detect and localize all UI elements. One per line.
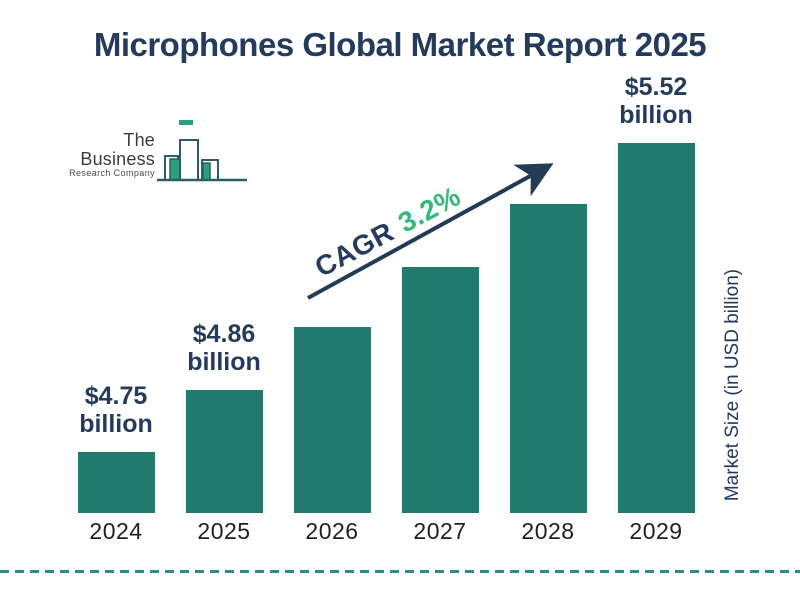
bar-2029 xyxy=(617,143,695,513)
cagr-label: CAGR xyxy=(309,215,399,283)
bar-chart-logo-icon xyxy=(157,120,247,182)
bar-2027 xyxy=(401,267,479,513)
x-tick-2026: 2026 xyxy=(305,518,359,544)
bar-2026 xyxy=(293,327,371,513)
y-axis-label: Market Size (in USD billion) xyxy=(722,268,743,502)
page-title: Microphones Global Market Report 2025 xyxy=(93,26,707,63)
company-logo-text: The Business Research Company xyxy=(55,129,155,178)
x-tick-2025: 2025 xyxy=(197,518,251,544)
x-tick-2027: 2027 xyxy=(413,518,467,544)
cagr-value: 3.2% xyxy=(393,180,466,239)
bar-2028 xyxy=(509,204,587,513)
x-tick-2029: 2029 xyxy=(629,518,683,544)
x-tick-2028: 2028 xyxy=(521,518,575,544)
bottom-dashed-divider xyxy=(0,570,800,573)
company-logo: The Business Research Company xyxy=(55,120,249,190)
bar-value-label-2024: $4.75 billion xyxy=(79,382,153,438)
bar-2025 xyxy=(185,390,263,513)
logo-name: The Business xyxy=(80,129,155,169)
bar-value-label-2029: $5.52 billion xyxy=(619,73,693,129)
bar-2024 xyxy=(77,452,155,513)
bar-value-label-2025: $4.86 billion xyxy=(187,320,261,376)
x-tick-2024: 2024 xyxy=(89,518,143,544)
logo-subname: Research Company xyxy=(69,167,155,178)
